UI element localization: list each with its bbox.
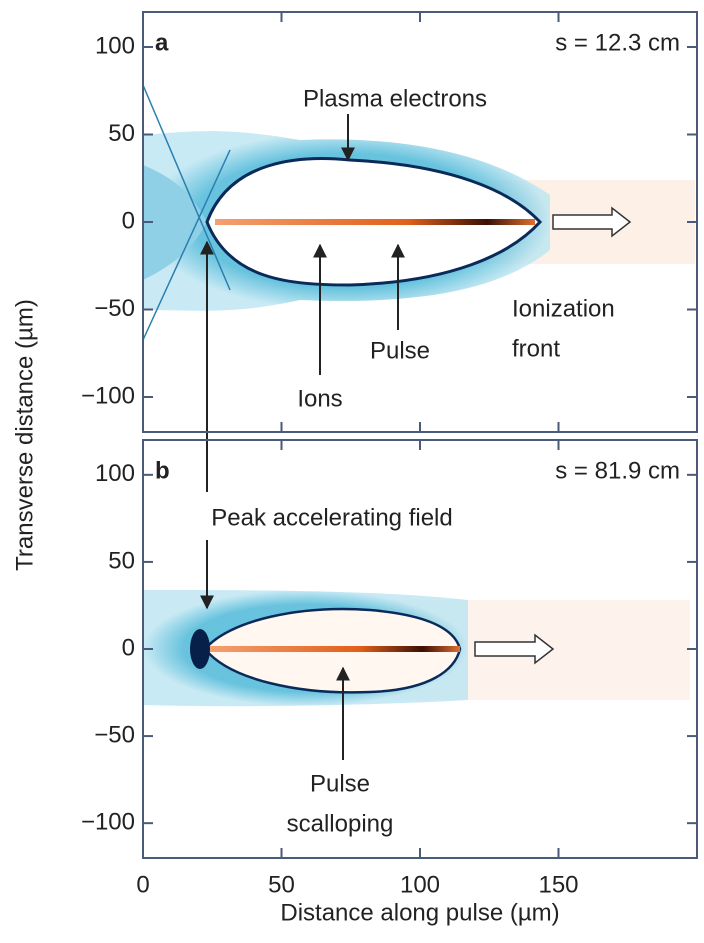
y-tick-label: −50: [94, 721, 135, 748]
annotation-label: Ions: [297, 385, 342, 412]
annotation-label: Ionization: [512, 295, 615, 322]
annotation-label: Plasma electrons: [303, 85, 487, 112]
y-tick-label: 100: [95, 32, 135, 59]
y-tick-label: −100: [81, 382, 135, 409]
x-tick-label: 100: [400, 871, 440, 898]
x-tick-label: 50: [268, 871, 295, 898]
y-tick-label: 50: [108, 547, 135, 574]
annotation-label: Pulse: [370, 337, 430, 364]
x-axis-label: Distance along pulse (µm): [280, 899, 559, 926]
y-tick-label: 0: [122, 207, 135, 234]
annotation-label: Pulse: [310, 770, 370, 797]
annotation-label: scalloping: [287, 810, 394, 837]
plasma-image: [142, 84, 695, 341]
annotation-label: Peak accelerating field: [211, 504, 452, 531]
panel-annotation: s = 12.3 cm: [555, 29, 680, 56]
x-tick-label: 150: [538, 871, 578, 898]
y-axis-label: Transverse distance (µm): [11, 299, 38, 571]
y-tick-label: 0: [122, 634, 135, 661]
y-tick-label: 50: [108, 120, 135, 147]
plasma-image: [143, 590, 690, 707]
y-tick-label: −50: [94, 295, 135, 322]
y-tick-label: −100: [81, 809, 135, 836]
x-tick-label: 0: [136, 871, 149, 898]
panel-annotation: s = 81.9 cm: [555, 457, 680, 484]
y-tick-label: 100: [95, 460, 135, 487]
panel-label: b: [155, 457, 170, 484]
annotation-arrows: [200, 114, 405, 760]
panel-label: a: [155, 29, 169, 56]
annotation-label: front: [512, 335, 560, 362]
